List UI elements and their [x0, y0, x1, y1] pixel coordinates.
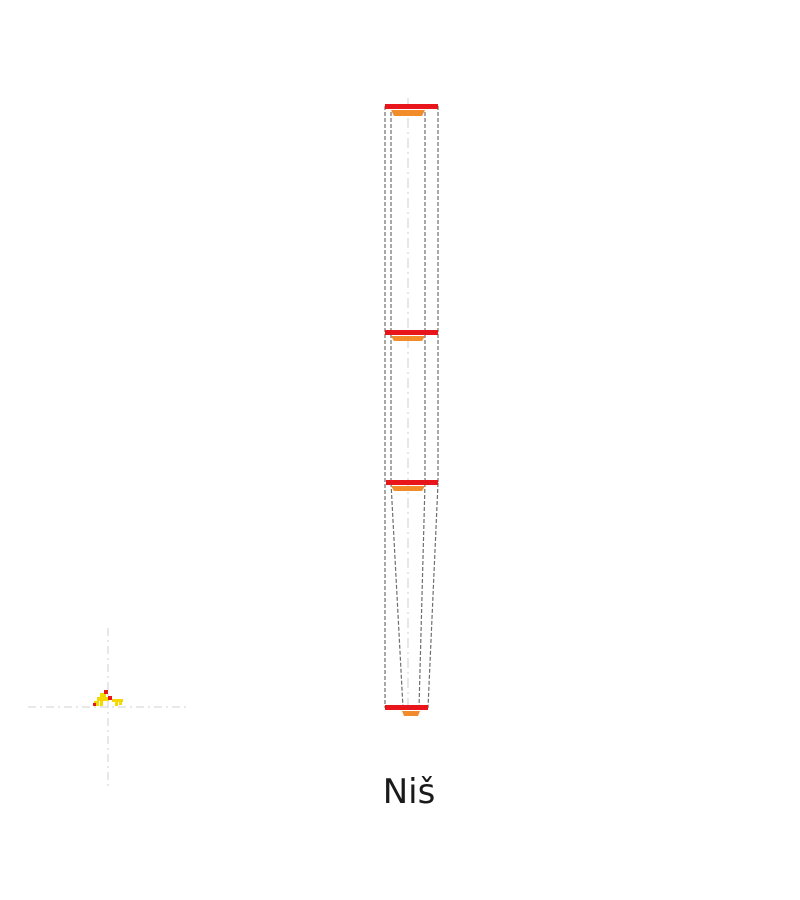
segment-marker-base	[385, 705, 428, 716]
column-outer-frame	[384, 106, 439, 709]
city-label: Niš	[382, 772, 436, 812]
small-yellow-red-cluster-icon	[93, 690, 123, 706]
locator-crosshair	[28, 628, 188, 788]
segment-marker-top	[385, 104, 438, 116]
segment-marker-upper	[385, 330, 438, 341]
column-inner-frame	[390, 112, 426, 709]
segment-marker-middle	[386, 480, 438, 491]
